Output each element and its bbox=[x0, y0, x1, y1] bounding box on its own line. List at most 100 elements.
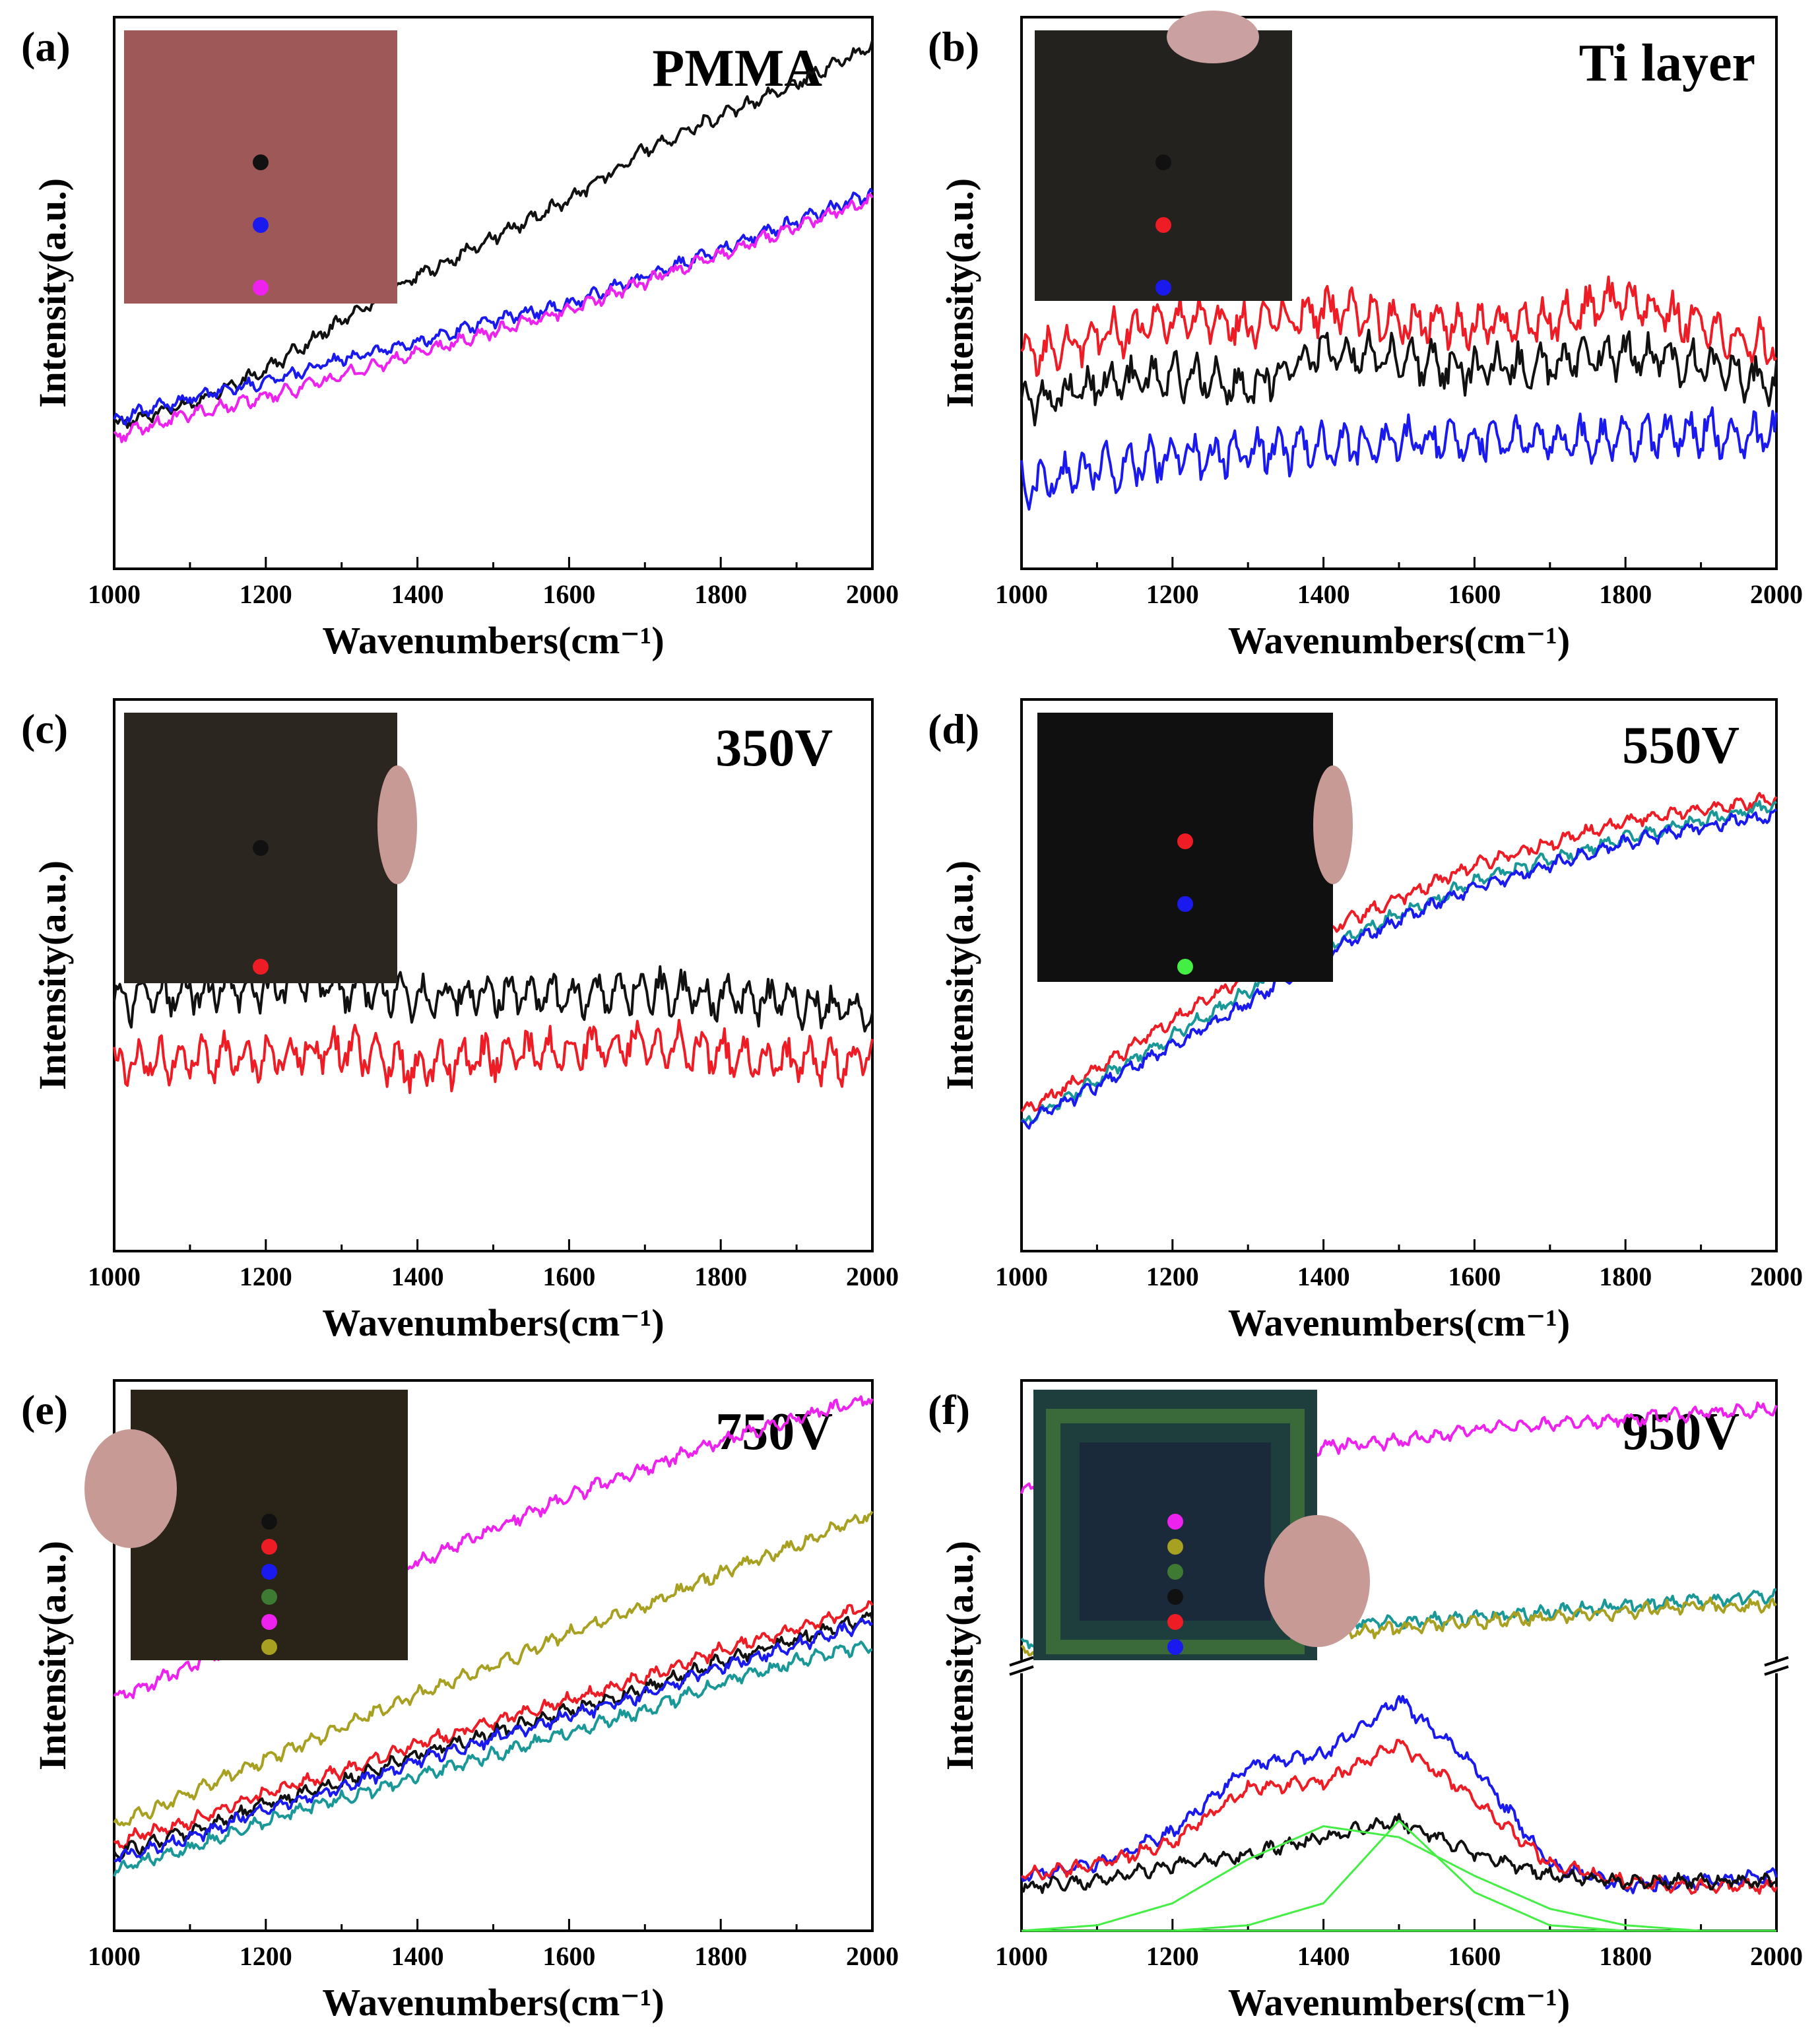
inset-dot-red bbox=[261, 1539, 277, 1555]
series-line-black bbox=[1021, 1813, 1777, 1894]
x-tick-label: 1400 bbox=[1297, 1941, 1350, 1971]
inset-finger bbox=[377, 765, 417, 884]
axis-break-mark bbox=[1009, 1665, 1034, 1676]
series-line-olive bbox=[113, 1510, 874, 1827]
inset-dot-darkgreen bbox=[1167, 1564, 1183, 1580]
series-line-blue bbox=[1020, 1695, 1778, 1894]
panel-c: (c) 350V 1000 1200 1400 1600 1800 2000 Wavenum… bbox=[21, 698, 899, 1344]
panel-letter-a: (a) bbox=[21, 23, 71, 70]
inset-dot-red bbox=[253, 959, 269, 975]
inset-dot-black bbox=[261, 1514, 277, 1530]
series-line-teal bbox=[1020, 800, 1777, 1123]
x-tick-label: 1800 bbox=[1599, 579, 1652, 609]
axis-break-mark bbox=[1764, 1656, 1789, 1667]
x-axis-label: Wavenumbers(cm⁻¹) bbox=[1228, 1981, 1570, 2024]
y-axis-label: Intensity(a.u.) bbox=[31, 178, 74, 408]
x-axis-label: Wavenumbers(cm⁻¹) bbox=[322, 1981, 664, 2024]
x-tick-label: 1000 bbox=[88, 1262, 141, 1291]
x-tick-label: 1600 bbox=[542, 1941, 595, 1971]
series-line-teal bbox=[113, 1640, 873, 1877]
x-tick-label: 1000 bbox=[995, 1941, 1048, 1971]
x-tick-label: 1200 bbox=[1146, 1941, 1199, 1971]
inset-dot-blue bbox=[253, 217, 269, 233]
panel-title-a: PMMA bbox=[652, 40, 822, 98]
inset-dot-olive bbox=[1167, 1539, 1183, 1555]
series-line-magenta bbox=[113, 193, 874, 443]
x-axis-label: Wavenumbers(cm⁻¹) bbox=[1228, 619, 1570, 662]
inset-dot-magenta bbox=[261, 1614, 277, 1630]
inset-dot-darkgreen bbox=[261, 1589, 277, 1605]
panel-letter-b: (b) bbox=[928, 23, 979, 70]
series-line-black bbox=[1020, 329, 1778, 427]
x-tick-label: 1000 bbox=[88, 1941, 141, 1971]
inset-dot-blue bbox=[261, 1564, 277, 1580]
inset-dot-blue bbox=[1155, 280, 1171, 296]
x-tick-label: 1800 bbox=[1599, 1262, 1652, 1291]
panel-letter-d: (d) bbox=[928, 705, 979, 752]
inset-dot-red bbox=[1177, 833, 1193, 849]
series-line-blue bbox=[1021, 808, 1778, 1130]
panel-d: (d) 550V 1000 1200 1400 1600 1800 2000 Wavenum… bbox=[928, 698, 1803, 1344]
x-tick-label: 1400 bbox=[391, 1941, 444, 1971]
y-axis-label: Intensity(a.u.) bbox=[938, 1541, 981, 1770]
x-tick-label: 1000 bbox=[995, 1262, 1048, 1291]
x-tick-label: 1400 bbox=[391, 579, 444, 609]
y-axis-label: Intensity(a.u.) bbox=[938, 860, 981, 1090]
x-tick-label: 1600 bbox=[1448, 1941, 1501, 1971]
series-line-black bbox=[113, 40, 874, 429]
inset-dot-black bbox=[253, 840, 269, 856]
x-tick-label: 1800 bbox=[1599, 1941, 1652, 1971]
panel-letter-f: (f) bbox=[928, 1386, 970, 1433]
series-line-blue bbox=[114, 1617, 874, 1863]
series-line-blue bbox=[113, 187, 874, 426]
x-tick-label: 1200 bbox=[240, 1941, 292, 1971]
x-tick-label: 1000 bbox=[88, 579, 141, 609]
inset-finger bbox=[84, 1429, 177, 1548]
panel-title-b: Ti layer bbox=[1579, 34, 1755, 92]
series-line-red bbox=[113, 1019, 874, 1094]
x-tick-label: 1800 bbox=[694, 579, 747, 609]
inset-dot-black bbox=[1155, 154, 1171, 170]
inset-finger bbox=[1167, 11, 1259, 63]
panel-letter-c: (c) bbox=[21, 705, 68, 752]
inset-dot-red bbox=[1155, 217, 1171, 233]
x-tick-label: 1800 bbox=[694, 1262, 747, 1291]
x-tick-label: 1400 bbox=[1297, 579, 1350, 609]
inset-dot-magenta bbox=[253, 280, 269, 296]
panel-a: (a) PMMA 1000 1200 1400 1600 1800 2000 Wavenum… bbox=[21, 16, 899, 662]
x-tick-label: 2000 bbox=[846, 1941, 899, 1971]
panel-title-d: 550V bbox=[1622, 717, 1739, 775]
series-line-fit-D bbox=[1021, 1825, 1776, 1932]
inset-dot-red bbox=[1167, 1614, 1183, 1630]
inset-dot-black bbox=[1167, 1589, 1183, 1605]
series-line-black bbox=[113, 961, 874, 1033]
axis-break-mark bbox=[1009, 1656, 1034, 1667]
x-tick-label: 1600 bbox=[542, 579, 595, 609]
x-tick-label: 1000 bbox=[995, 579, 1048, 609]
x-tick-label: 2000 bbox=[1750, 1941, 1803, 1971]
series-line-red bbox=[113, 1600, 874, 1850]
x-tick-label: 1200 bbox=[1146, 579, 1199, 609]
panel-letter-e: (e) bbox=[21, 1386, 68, 1433]
panel-b: (b) Ti layer 1000 1200 1400 1600 1800 2000 Wav… bbox=[928, 11, 1803, 662]
x-tick-label: 1200 bbox=[240, 579, 292, 609]
x-tick-label: 2000 bbox=[846, 579, 899, 609]
inset-dot-olive bbox=[261, 1639, 277, 1655]
x-tick-label: 1200 bbox=[240, 1262, 292, 1291]
inset-dot-magenta bbox=[1167, 1514, 1183, 1530]
panel-title-c: 350V bbox=[715, 719, 833, 777]
x-axis-label: Wavenumbers(cm⁻¹) bbox=[322, 1301, 664, 1344]
x-tick-label: 2000 bbox=[1750, 1262, 1803, 1291]
x-tick-label: 1600 bbox=[1448, 1262, 1501, 1291]
panel-f: (f) 950V 1000 1200 1400 1600 1800 2000 Wavenum… bbox=[928, 1379, 1803, 2024]
series-line-blue bbox=[1020, 406, 1778, 511]
panel-e: (e) 750V 1000 1200 1400 1600 1800 2000Wavenum… bbox=[21, 1379, 899, 2024]
inset-dot-black bbox=[253, 154, 269, 170]
x-tick-label: 1200 bbox=[1146, 1262, 1199, 1291]
x-tick-label: 2000 bbox=[846, 1262, 899, 1291]
x-tick-label: 1400 bbox=[391, 1262, 444, 1291]
x-axis-label: Wavenumbers(cm⁻¹) bbox=[322, 619, 664, 662]
inset-finger bbox=[1313, 765, 1353, 884]
inset-dot-green bbox=[1177, 959, 1193, 975]
